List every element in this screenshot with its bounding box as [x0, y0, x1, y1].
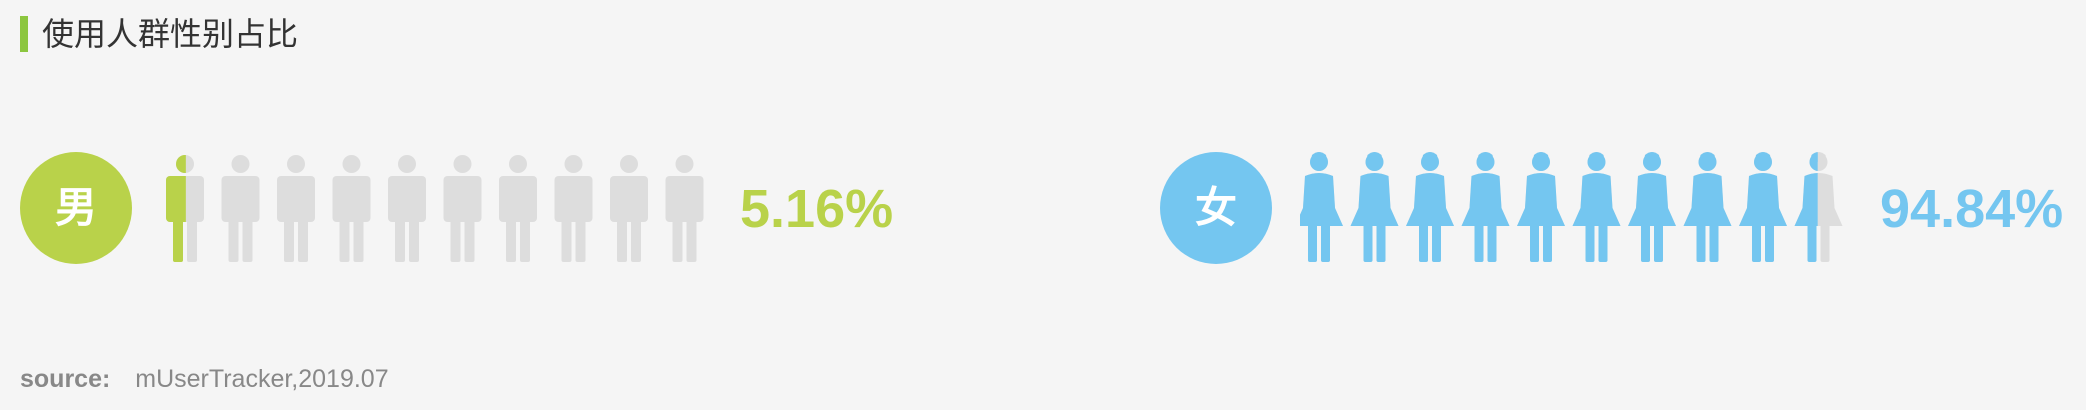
male-figure-icon-7: [499, 155, 537, 262]
female-figure-icon-7: [1628, 152, 1676, 262]
male-figure-icon-2: [221, 155, 260, 262]
male-figure-icon-3: [277, 155, 315, 262]
source-value: mUserTracker,2019.07: [135, 365, 389, 393]
female-figure-icon-8: [1683, 152, 1732, 262]
female-figure-icon-5: [1517, 152, 1565, 262]
male-figure-icon-1: [166, 155, 204, 262]
male-figure-icon-10: [665, 155, 704, 262]
female-figure-icon-3: [1406, 152, 1454, 262]
source-note: source: mUserTracker,2019.07: [20, 362, 389, 396]
chart-title: 使用人群性别占比: [42, 15, 299, 53]
male-icon-row: [166, 155, 704, 262]
female-figure-icon-1: [1300, 152, 1343, 262]
female-icon-row: [1300, 152, 1843, 262]
male-label-circle: 男: [20, 152, 132, 264]
title-accent-bar: [20, 16, 28, 52]
female-figure-icon-2: [1350, 152, 1399, 262]
male-figure-icon-5: [388, 155, 426, 262]
female-percentage: 94.84%: [1880, 179, 2064, 239]
male-figure-icon-9: [610, 155, 648, 262]
male-figure-icon-4: [332, 155, 371, 262]
male-figure-icon-6: [443, 155, 482, 262]
female-figure-icon-4: [1461, 152, 1510, 262]
female-label-circle: 女: [1160, 152, 1272, 264]
male-figure-icon-8: [554, 155, 593, 262]
female-figure-icon-6: [1572, 152, 1621, 262]
female-figure-icon-10: [1794, 152, 1843, 262]
source-label: source:: [20, 365, 111, 393]
male-percentage: 5.16%: [740, 179, 894, 239]
female-figure-icon-9: [1739, 152, 1787, 262]
